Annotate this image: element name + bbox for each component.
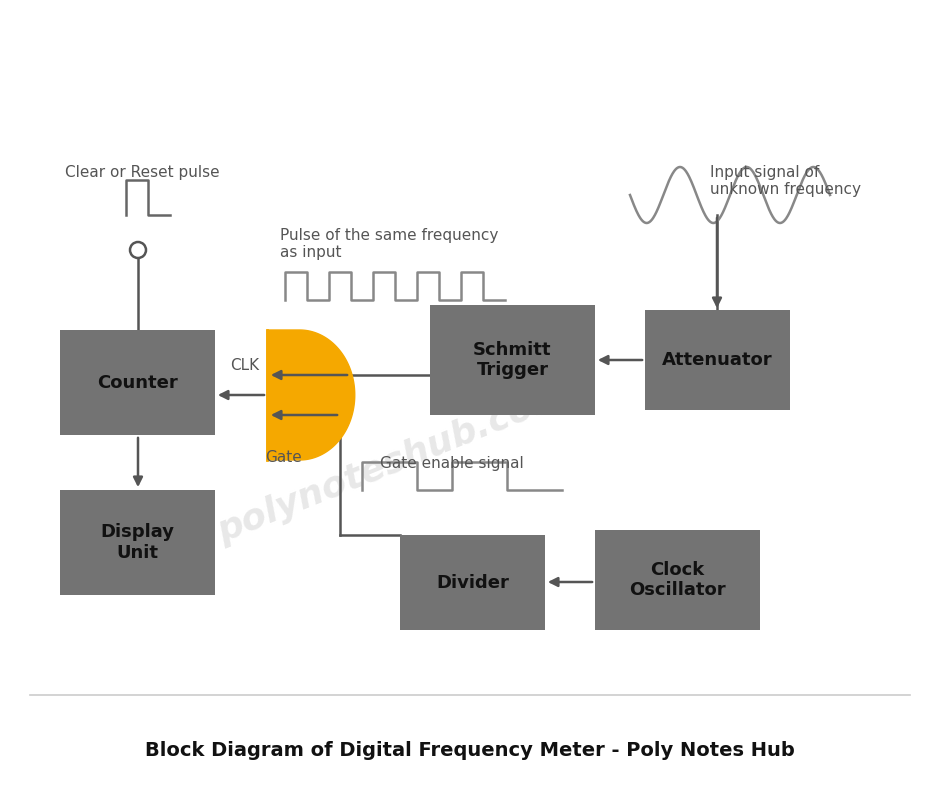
- Text: Clock
Oscillator: Clock Oscillator: [629, 560, 726, 600]
- Polygon shape: [267, 330, 354, 460]
- Bar: [400, 535, 545, 630]
- Bar: [645, 310, 790, 410]
- Bar: [595, 530, 760, 630]
- Bar: [60, 490, 215, 595]
- Text: polynoteshub.co.in: polynoteshub.co.in: [213, 371, 588, 548]
- Text: Divider: Divider: [436, 574, 509, 592]
- Text: Input signal of
unknown frequency: Input signal of unknown frequency: [710, 165, 861, 198]
- Text: Schmitt
Trigger: Schmitt Trigger: [473, 340, 552, 379]
- Bar: [60, 330, 215, 435]
- Text: Gate enable signal: Gate enable signal: [380, 456, 524, 471]
- Text: Attenuator: Attenuator: [662, 351, 773, 369]
- Text: Block Diagram of Digital Frequency Meter - Poly Notes Hub: Block Diagram of Digital Frequency Meter…: [145, 741, 795, 760]
- Text: Display
Unit: Display Unit: [101, 523, 175, 562]
- Text: Counter: Counter: [97, 374, 178, 392]
- Text: Clear or Reset pulse: Clear or Reset pulse: [65, 165, 220, 180]
- Text: CLK: CLK: [230, 358, 259, 373]
- Text: Gate: Gate: [265, 450, 302, 465]
- Bar: [430, 305, 595, 415]
- Text: Pulse of the same frequency
as input: Pulse of the same frequency as input: [280, 228, 498, 260]
